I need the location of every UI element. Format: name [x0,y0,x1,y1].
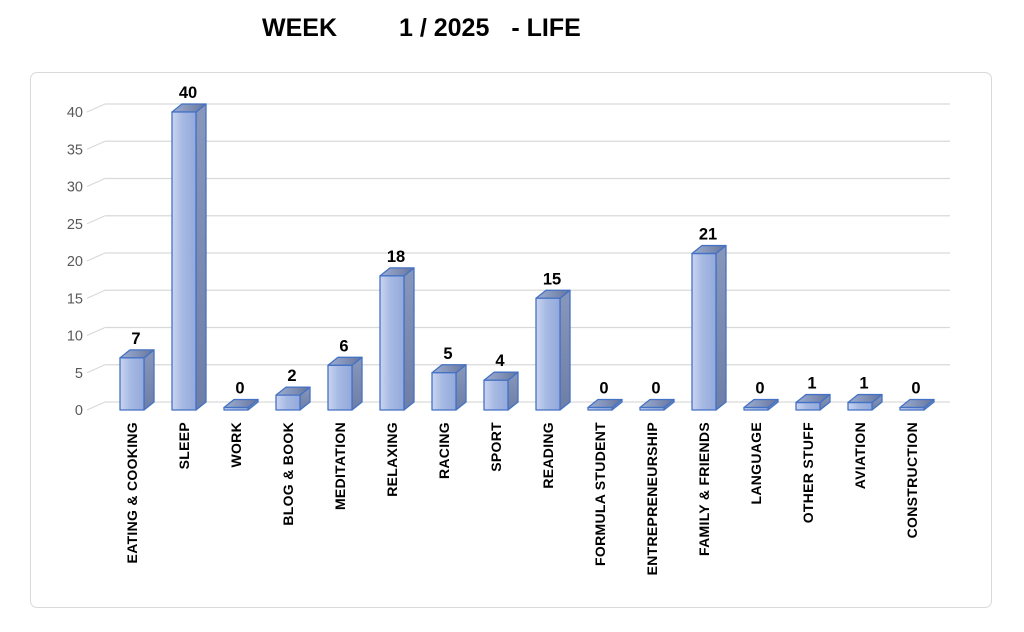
category-label-family-friends: FAMILY & FRIENDS [696,422,712,556]
data-label-work: 0 [235,380,244,398]
bar-work[interactable] [223,406,249,411]
data-label-aviation: 1 [859,375,868,393]
y-axis-tick-label: 0 [75,403,83,419]
data-label-racing: 5 [443,345,452,363]
category-label-other-stuff: OTHER STUFF [800,422,816,523]
bar-reading[interactable] [535,297,561,411]
data-label-other-stuff: 1 [807,375,816,393]
category-label-work: WORK [228,422,244,468]
bar-sport[interactable] [483,379,509,411]
data-label-family-friends: 21 [699,226,717,244]
bar-side-eating-cooking [143,349,155,411]
category-label-relaxing: RELAXING [384,422,400,497]
bar-formula-student[interactable] [587,406,613,411]
category-label-sleep: SLEEP [176,422,192,469]
bar-other-stuff[interactable] [795,401,821,411]
gridline-depth [86,140,106,150]
chart-title-week: WEEK [262,14,337,42]
bar-family-friends[interactable] [691,252,717,411]
bar-side-family-friends [715,244,727,411]
data-label-language: 0 [755,380,764,398]
gridline-depth [86,289,106,299]
y-axis-tick-label: 20 [67,254,83,270]
category-label-language: LANGUAGE [748,422,764,505]
chart-title-weeknum: 1 / 2025 [399,14,490,42]
category-label-eating-cooking: EATING & COOKING [124,422,140,563]
bar-sleep[interactable] [171,111,197,411]
y-axis-tick-label: 15 [67,291,83,307]
data-label-sport: 4 [495,352,505,370]
gridline-depth [86,215,106,225]
bar-side-relaxing [403,267,415,411]
bar-side-meditation [351,356,363,411]
data-label-formula-student: 0 [599,380,608,398]
y-axis-tick-label: 25 [67,217,83,233]
data-label-reading: 15 [543,270,561,288]
gridline-depth [86,252,106,262]
bar-side-sleep [195,103,207,411]
chart-area[interactable]: 0 5 10 15 20 25 30 35 40 7 EATING & COOKING 40 SLEEP… [30,72,992,608]
data-label-relaxing: 18 [387,248,405,266]
chart-title-suffix: - LIFE [511,14,581,42]
gridline-depth [86,364,106,374]
gridline-depth [86,401,106,411]
bar-side-reading [559,289,571,411]
category-label-construction: CONSTRUCTION [904,422,920,538]
bar-construction[interactable] [899,406,925,411]
y-axis-tick-label: 5 [75,366,83,382]
category-label-entrepreneurship: ENTREPRENEURSHIP [644,422,660,575]
gridline-depth [86,103,106,113]
bar-entrepreneurship[interactable] [639,406,665,411]
chart-title: WEEK 1 / 2025 - LIFE [262,14,581,43]
y-axis-tick-label: 10 [67,329,83,345]
data-label-sleep: 40 [179,84,197,102]
category-label-meditation: MEDITATION [332,422,348,510]
category-label-sport: SPORT [488,422,504,472]
bar-language[interactable] [743,406,769,411]
bar-relaxing[interactable] [379,275,405,411]
y-axis-tick-label: 40 [67,105,83,121]
category-label-racing: RACING [436,422,452,479]
data-label-construction: 0 [911,380,920,398]
data-label-blog-book: 2 [287,367,296,385]
gridline-depth [86,177,106,188]
y-axis-tick-label: 35 [67,142,83,158]
category-label-formula-student: FORMULA STUDENT [592,422,608,566]
category-label-aviation: AVIATION [852,422,868,489]
data-label-meditation: 6 [339,337,348,355]
y-axis-tick-label: 30 [67,180,83,196]
bar-racing[interactable] [431,372,457,411]
category-label-blog-book: BLOG & BOOK [280,422,296,526]
bar-meditation[interactable] [327,364,353,411]
category-label-reading: READING [540,422,556,489]
bar-eating-cooking[interactable] [119,357,145,411]
data-label-eating-cooking: 7 [131,330,140,348]
bar-aviation[interactable] [847,401,873,411]
gridline-depth [86,326,106,337]
data-label-entrepreneurship: 0 [651,380,660,398]
bar-blog-book[interactable] [275,394,301,411]
